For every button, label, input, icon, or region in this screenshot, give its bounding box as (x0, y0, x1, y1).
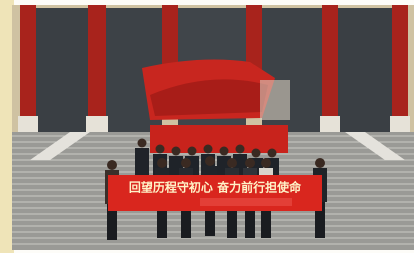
person-head (245, 158, 255, 168)
person-head (205, 156, 215, 166)
person-body (135, 148, 149, 178)
person-head (107, 160, 117, 170)
left-border (0, 0, 14, 253)
person-head (204, 145, 213, 154)
person-head (220, 147, 229, 156)
person-head (157, 158, 167, 168)
red-sign (150, 125, 288, 153)
person-head (227, 158, 237, 168)
person-head (181, 158, 191, 168)
person-head (261, 158, 271, 168)
person-head (188, 147, 197, 156)
banner-subtext (200, 198, 292, 206)
person-head (315, 158, 325, 168)
person-head (268, 149, 277, 158)
person-head (172, 147, 181, 156)
glass-window (36, 8, 88, 133)
glass-window (338, 8, 392, 133)
person-head (156, 145, 165, 154)
person-head (138, 139, 147, 148)
person-head (252, 149, 261, 158)
person-head (236, 145, 245, 154)
sculpture-number (260, 80, 290, 120)
page: 回望历程守初心 奋力前行担使命 (() => { const data = JS… (0, 0, 414, 253)
banner-text: 回望历程守初心 奋力前行担使命 (129, 180, 302, 195)
photo: 回望历程守初心 奋力前行担使命 (0, 0, 414, 253)
